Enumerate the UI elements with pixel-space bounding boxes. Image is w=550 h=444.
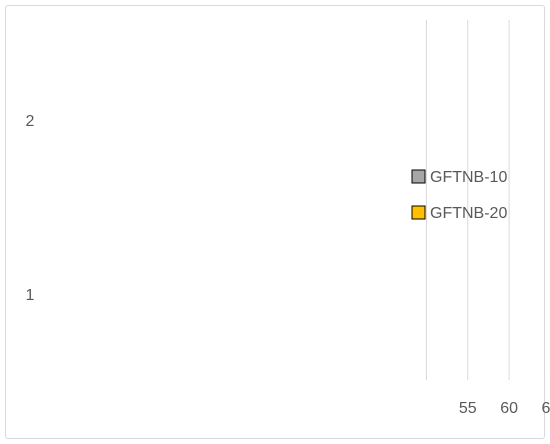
legend-label: GFTNB-20	[430, 205, 507, 222]
legend-label: GFTNB-10	[430, 169, 507, 186]
x-tick-label: 65	[542, 400, 550, 417]
y-tick-label: 2	[26, 113, 35, 130]
legend-swatch-GFTNB-10	[411, 169, 426, 184]
x-tick-label: 55	[459, 400, 477, 417]
x-tick-label: 60	[500, 400, 518, 417]
chart-frame	[5, 5, 545, 439]
y-tick-label: 1	[26, 287, 35, 304]
legend-swatch-GFTNB-20	[411, 205, 426, 220]
